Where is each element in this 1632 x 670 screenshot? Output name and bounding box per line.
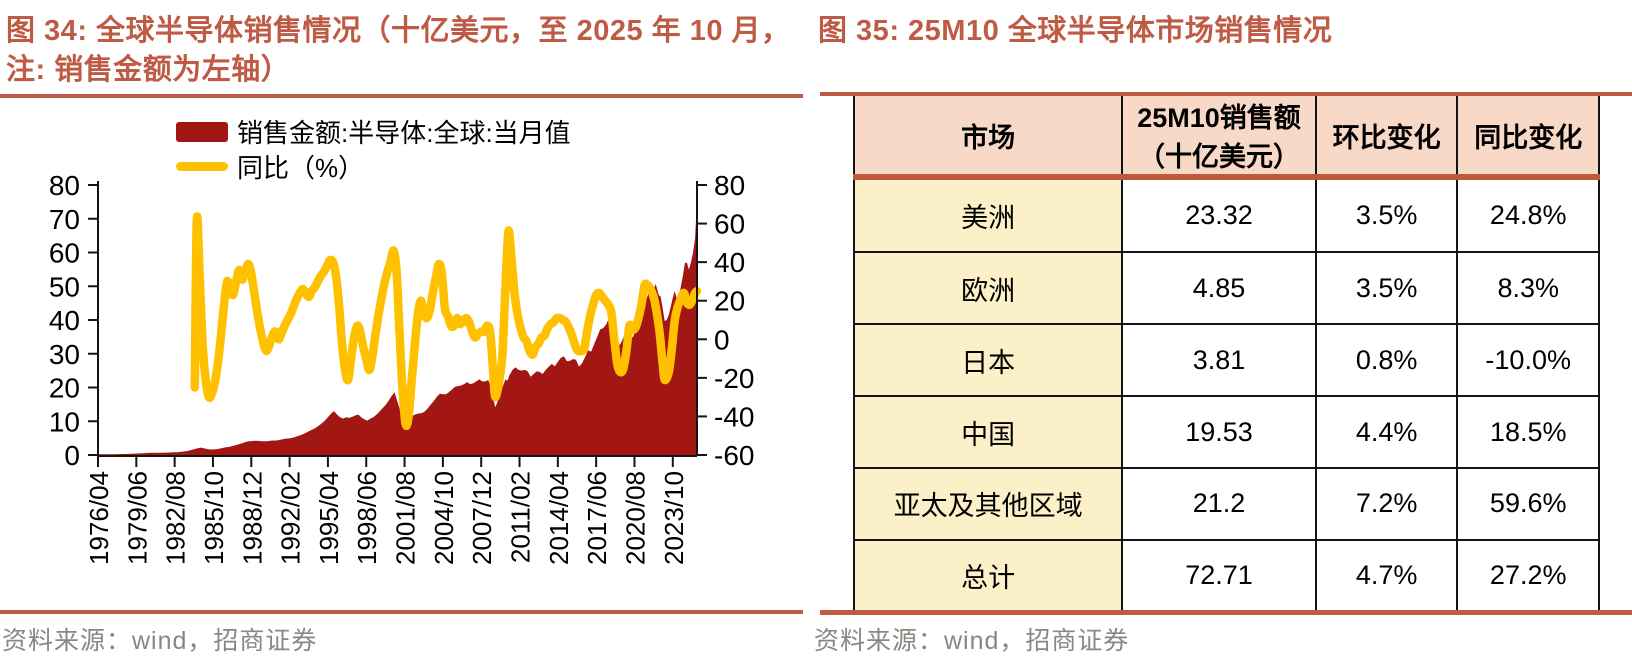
row-label-cell: 亚太及其他区域 [852,466,1124,541]
yoy-line-series [190,212,702,431]
right-axis-tick-label: 80 [714,170,745,201]
left-axis-tick-label: 40 [49,305,80,336]
right-axis-tick-label: 60 [714,209,745,240]
value-cell: 27.2% [1456,538,1600,610]
x-axis-tick-label: 1985/10 [199,471,229,565]
row-label-cell: 美洲 [852,175,1124,254]
value-cell: 21.2 [1121,466,1317,541]
x-axis-tick-label: 2017/06 [582,471,612,565]
left-axis-tick-label: 20 [49,373,80,404]
value-cell: 4.4% [1314,395,1459,469]
x-axis-tick-label: 1995/04 [314,471,344,565]
right-axis-tick-label: 0 [714,324,730,355]
row-label-cell: 总计 [852,538,1124,610]
figure34-title: 图 34: 全球半导体销售情况（十亿美元，至 2025 年 10 月， 注: 销… [6,12,811,90]
semiconductor-sales-chart: 01020304050607080-60-40-200204060801976/… [49,170,755,565]
table-row: 欧洲 4.85 3.5% 8.3% [852,251,1600,326]
x-axis-tick-label: 2001/08 [391,471,421,565]
right-axis-tick-label: 40 [714,247,745,278]
figure35-bottom-rule [820,610,1632,615]
figure35-source: 资料来源：wind，招商证券 [814,627,1130,655]
market-sales-table: 市场 25M10销售额 （十亿美元） 环比变化 同比变化 美洲 23.32 3.5%… [852,96,1600,610]
right-axis-tick-label: 20 [714,286,745,317]
yoy-line-swatch [176,162,228,171]
sales-area-series [98,209,697,455]
chart-legend: 销售金额:半导体:全球:当月值 同比（%） [176,114,571,184]
value-cell: 8.3% [1456,251,1600,326]
x-axis-tick-label: 2020/08 [621,471,651,565]
figure34-source: 资料来源：wind，招商证券 [2,627,318,655]
legend-item-yoy: 同比（%） [176,149,571,184]
legend-item-sales: 销售金额:半导体:全球:当月值 [176,114,571,149]
value-cell: 3.5% [1314,175,1459,254]
x-axis-tick-label: 2011/02 [506,471,536,563]
x-axis-tick-label: 1998/06 [352,471,382,565]
value-cell: 0.8% [1314,323,1459,398]
col-header-mom-change: 环比变化 [1314,96,1459,180]
value-cell: 24.8% [1456,175,1600,254]
x-axis-tick-label: 1982/08 [161,471,191,565]
value-cell: 72.71 [1121,538,1317,610]
figure34-title-line1: 图 34: 全球半导体销售情况（十亿美元，至 2025 年 10 月， [6,15,791,47]
table-row: 中国 19.53 4.4% 18.5% [852,395,1600,469]
left-axis-tick-label: 80 [49,170,80,201]
x-axis-tick-label: 2014/04 [544,471,574,565]
left-axis-tick-label: 70 [49,204,80,235]
right-axis-tick-label: -40 [714,401,754,432]
value-cell: -10.0% [1456,323,1600,398]
x-axis-tick-label: 1976/04 [84,471,114,565]
value-cell: 4.85 [1121,251,1317,326]
table-row: 美洲 23.32 3.5% 24.8% [852,175,1600,254]
row-label-cell: 欧洲 [852,251,1124,326]
col-header-yoy-change: 同比变化 [1456,96,1600,180]
table-row: 日本 3.81 0.8% -10.0% [852,323,1600,398]
left-axis-tick-label: 30 [49,339,80,370]
value-cell: 7.2% [1314,466,1459,541]
value-cell: 18.5% [1456,395,1600,469]
right-axis-tick-label: -20 [714,363,754,394]
figure35-top-rule [820,92,1632,96]
legend-label-yoy: 同比（%） [237,153,365,183]
x-axis-tick-label: 2007/12 [467,471,497,565]
x-axis-tick-label: 1988/12 [237,471,267,565]
col-header-sales: 25M10销售额 （十亿美元） [1121,96,1317,180]
left-axis-tick-label: 50 [49,271,80,302]
value-cell: 19.53 [1121,395,1317,469]
legend-label-sales: 销售金额:半导体:全球:当月值 [237,118,571,148]
table-header-row: 市场 25M10销售额 （十亿美元） 环比变化 同比变化 [852,96,1600,180]
figure35-title: 图 35: 25M10 全球半导体市场销售情况 [818,15,1333,47]
right-axis: -60 -40 -20 0 20 40 60 80 [696,170,754,471]
left-axis-tick-label: 0 [64,440,80,471]
left-axis-tick-label: 10 [49,406,80,437]
x-axis-tick-label: 1979/06 [122,471,152,565]
value-cell: 4.7% [1314,538,1459,610]
value-cell: 3.81 [1121,323,1317,398]
value-cell: 59.6% [1456,466,1600,541]
x-axis-tick-label: 2023/10 [659,471,689,565]
left-axis-tick-label: 60 [49,238,80,269]
x-axis: 1976/04 1979/06 1982/08 1985/10 1988/12 1992/… [84,455,697,565]
value-cell: 3.5% [1314,251,1459,326]
row-label-cell: 中国 [852,395,1124,469]
value-cell: 23.32 [1121,175,1317,254]
sales-area-swatch [176,121,228,142]
table-row: 亚太及其他区域 21.2 7.2% 59.6% [852,466,1600,541]
x-axis-tick-label: 2004/10 [429,471,459,565]
x-axis-tick-label: 1992/02 [276,471,306,565]
figure34-bottom-rule [0,610,803,614]
row-label-cell: 日本 [852,323,1124,398]
figure34-top-rule [0,94,803,98]
figure34-title-line2: 注: 销售金额为左轴） [6,54,291,86]
table-row: 总计 72.71 4.7% 27.2% [852,538,1600,610]
right-axis-tick-label: -60 [714,440,754,471]
col-header-market: 市场 [852,96,1124,180]
